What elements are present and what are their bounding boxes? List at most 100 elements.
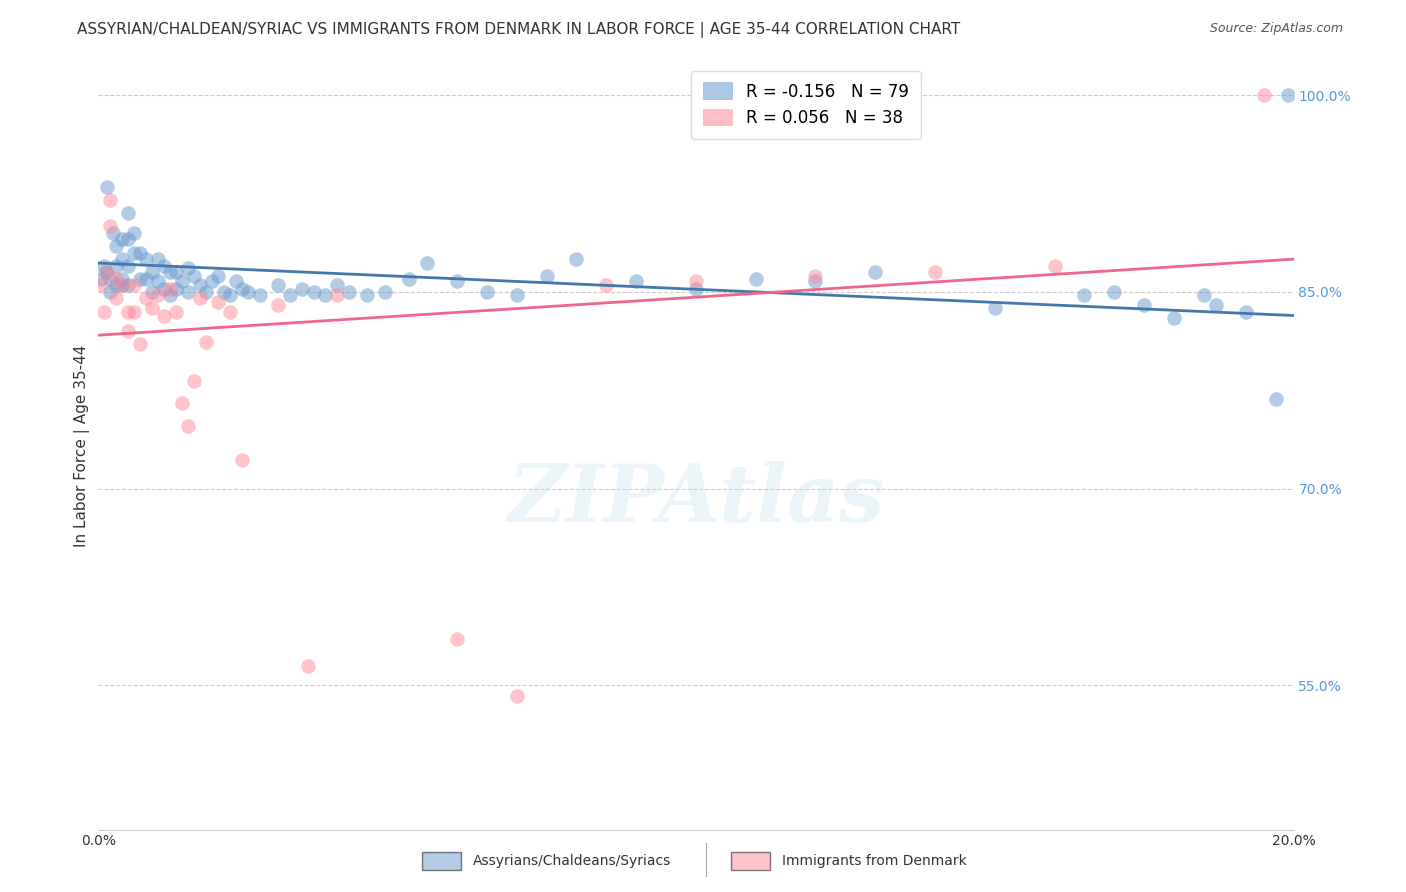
Point [745,272,768,286]
Point [398,272,420,286]
Point [297,658,319,673]
Point [94,265,117,279]
Point [124,245,146,260]
Point [98,272,122,286]
Point [685,275,707,289]
Point [984,301,1007,315]
Point [446,632,468,647]
Point [165,265,187,279]
Point [141,285,163,299]
Point [124,226,146,240]
Point [159,265,181,279]
Point [506,287,529,301]
Point [1073,287,1095,301]
Point [565,252,588,267]
Point [135,272,157,286]
Point [177,418,200,433]
Point [159,287,181,301]
Point [356,287,378,301]
Point [291,282,314,296]
Point [804,275,827,289]
Point [416,256,439,270]
Point [326,287,349,301]
Point [148,287,170,301]
Point [129,337,152,351]
Point [153,309,176,323]
Point [249,287,271,301]
Point [103,226,125,240]
Point [1104,285,1126,299]
Point [124,304,146,318]
Legend: R = -0.156   N = 79, R = 0.056   N = 38: R = -0.156 N = 79, R = 0.056 N = 38 [692,70,921,139]
Point [1192,287,1215,301]
Text: Immigrants from Denmark: Immigrants from Denmark [782,854,966,868]
Point [1133,298,1156,312]
Text: Assyrians/Chaldeans/Syriacs: Assyrians/Chaldeans/Syriacs [472,854,671,868]
Point [302,285,325,299]
Point [278,287,301,301]
Point [96,180,118,194]
Point [111,278,134,293]
Point [90,272,112,286]
Point [595,278,617,293]
Point [135,292,157,306]
Point [212,285,235,299]
Point [148,252,170,267]
Point [172,396,194,410]
Point [1234,304,1257,318]
Point [159,282,181,296]
Point [172,275,194,289]
Point [201,275,224,289]
Point [124,278,146,293]
Point [117,232,139,246]
Point [1277,88,1299,103]
Point [93,259,115,273]
Text: Source: ZipAtlas.com: Source: ZipAtlas.com [1209,22,1343,36]
Point [1043,259,1066,273]
Point [475,285,498,299]
Point [183,269,205,284]
Point [804,269,827,284]
Point [446,275,468,289]
Point [117,259,139,273]
Point [219,287,242,301]
Point [339,285,361,299]
Point [117,304,139,318]
Point [129,245,152,260]
Point [105,239,128,253]
Point [865,265,887,279]
Point [924,265,946,279]
Point [207,269,229,284]
Point [98,219,122,234]
Point [90,278,112,293]
Point [96,265,118,279]
Point [685,282,707,296]
Point [177,285,200,299]
Point [135,252,157,267]
Point [105,272,128,286]
Point [219,304,242,318]
Point [231,452,253,467]
Point [1163,311,1185,326]
Point [536,269,558,284]
Point [195,285,218,299]
Point [93,304,115,318]
Point [98,193,122,207]
Point [117,278,139,293]
Point [195,334,218,349]
Point [153,259,176,273]
Point [506,689,529,703]
Point [153,282,176,296]
Point [111,232,134,246]
Point [225,275,247,289]
Point [105,259,128,273]
Text: ASSYRIAN/CHALDEAN/SYRIAC VS IMMIGRANTS FROM DENMARK IN LABOR FORCE | AGE 35-44 C: ASSYRIAN/CHALDEAN/SYRIAC VS IMMIGRANTS F… [77,22,960,38]
Point [626,275,648,289]
Text: ZIPAtlas: ZIPAtlas [508,461,884,539]
Point [188,278,211,293]
Point [188,292,211,306]
Point [141,301,163,315]
Point [1253,88,1275,103]
Point [183,374,205,388]
Point [267,298,290,312]
